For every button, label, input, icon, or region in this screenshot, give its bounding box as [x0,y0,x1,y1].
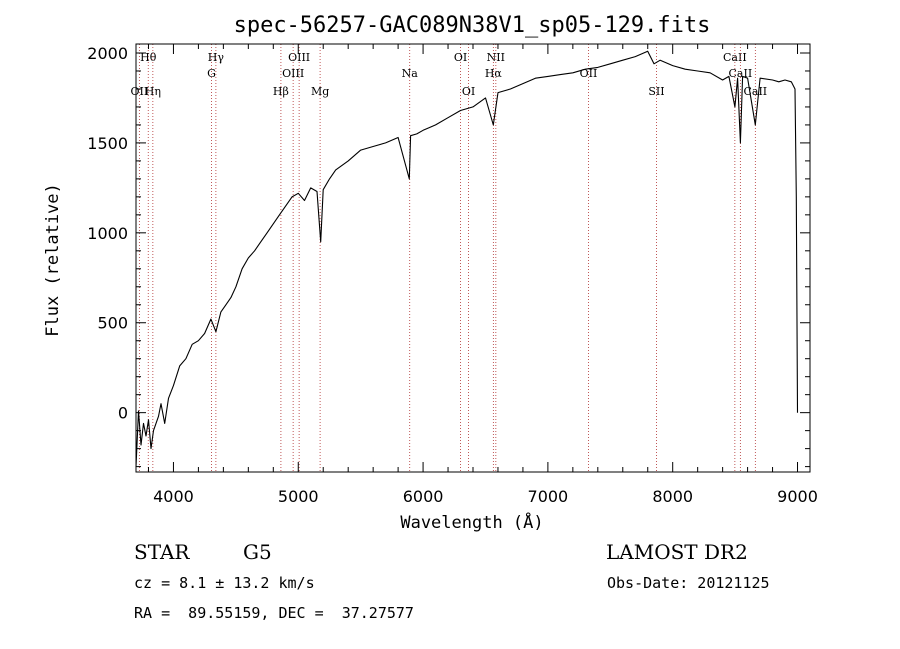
plot-frame [135,43,811,473]
x-axis-label: Wavelength (Å) [400,511,543,533]
spectral-line-label: CaII [723,51,747,64]
y-tick-label: 2000 [87,44,128,63]
x-tick-label: 8000 [652,487,693,506]
spectral-line-label: Na [402,67,419,80]
spectral-line-label: CaII [743,85,767,98]
spectral-line-label: OIII [282,67,304,80]
x-tick-label: 7000 [528,487,569,506]
x-tick-label: 6000 [403,487,444,506]
observation-date: Obs-Date: 20121125 [607,574,770,592]
spectral-line-label: OII [131,85,149,98]
spectral-line-label: Hβ [273,85,289,98]
spectral-line-label: CaII [729,67,753,80]
y-axis-label: Flux (relative) [43,183,63,337]
object-class: STAR [134,540,190,564]
spectral-line-label: OIII [288,51,310,64]
spectral-subclass: G5 [243,540,272,564]
spectral-line-label: OI [462,85,475,98]
x-tick-label: 4000 [153,487,194,506]
y-tick-label: 1000 [87,224,128,243]
redshift-velocity: cz = 8.1 ± 13.2 km/s [134,574,315,592]
spectral-line-label: Hγ [208,51,225,64]
y-tick-label: 1500 [87,134,128,153]
y-tick-label: 500 [97,314,128,333]
coordinates: RA = 89.55159, DEC = 37.27577 [134,604,414,622]
spectral-line-label: OI [454,51,467,64]
spectrum-chart: spec-56257-GAC089N38V1_sp05-129.fits Hθ O… [43,13,818,533]
x-tick-label: 9000 [777,487,818,506]
spectral-line-label: Hα [485,67,503,80]
x-tick-label: 5000 [278,487,319,506]
spectral-line-label: SII [648,85,664,98]
spectral-line-label: G [207,67,216,80]
spectrum-line [135,50,799,467]
spectral-line-label: Mg [311,85,329,98]
y-tick-label: 0 [118,404,128,423]
spectral-line-label: Hη [145,85,161,98]
spectral-line-label: OII [580,67,598,80]
survey-name: LAMOST DR2 [606,540,748,564]
chart-title: spec-56257-GAC089N38V1_sp05-129.fits [234,13,711,38]
spectral-line-label: NII [487,51,505,64]
spectral-line-label: Hθ [140,51,157,64]
